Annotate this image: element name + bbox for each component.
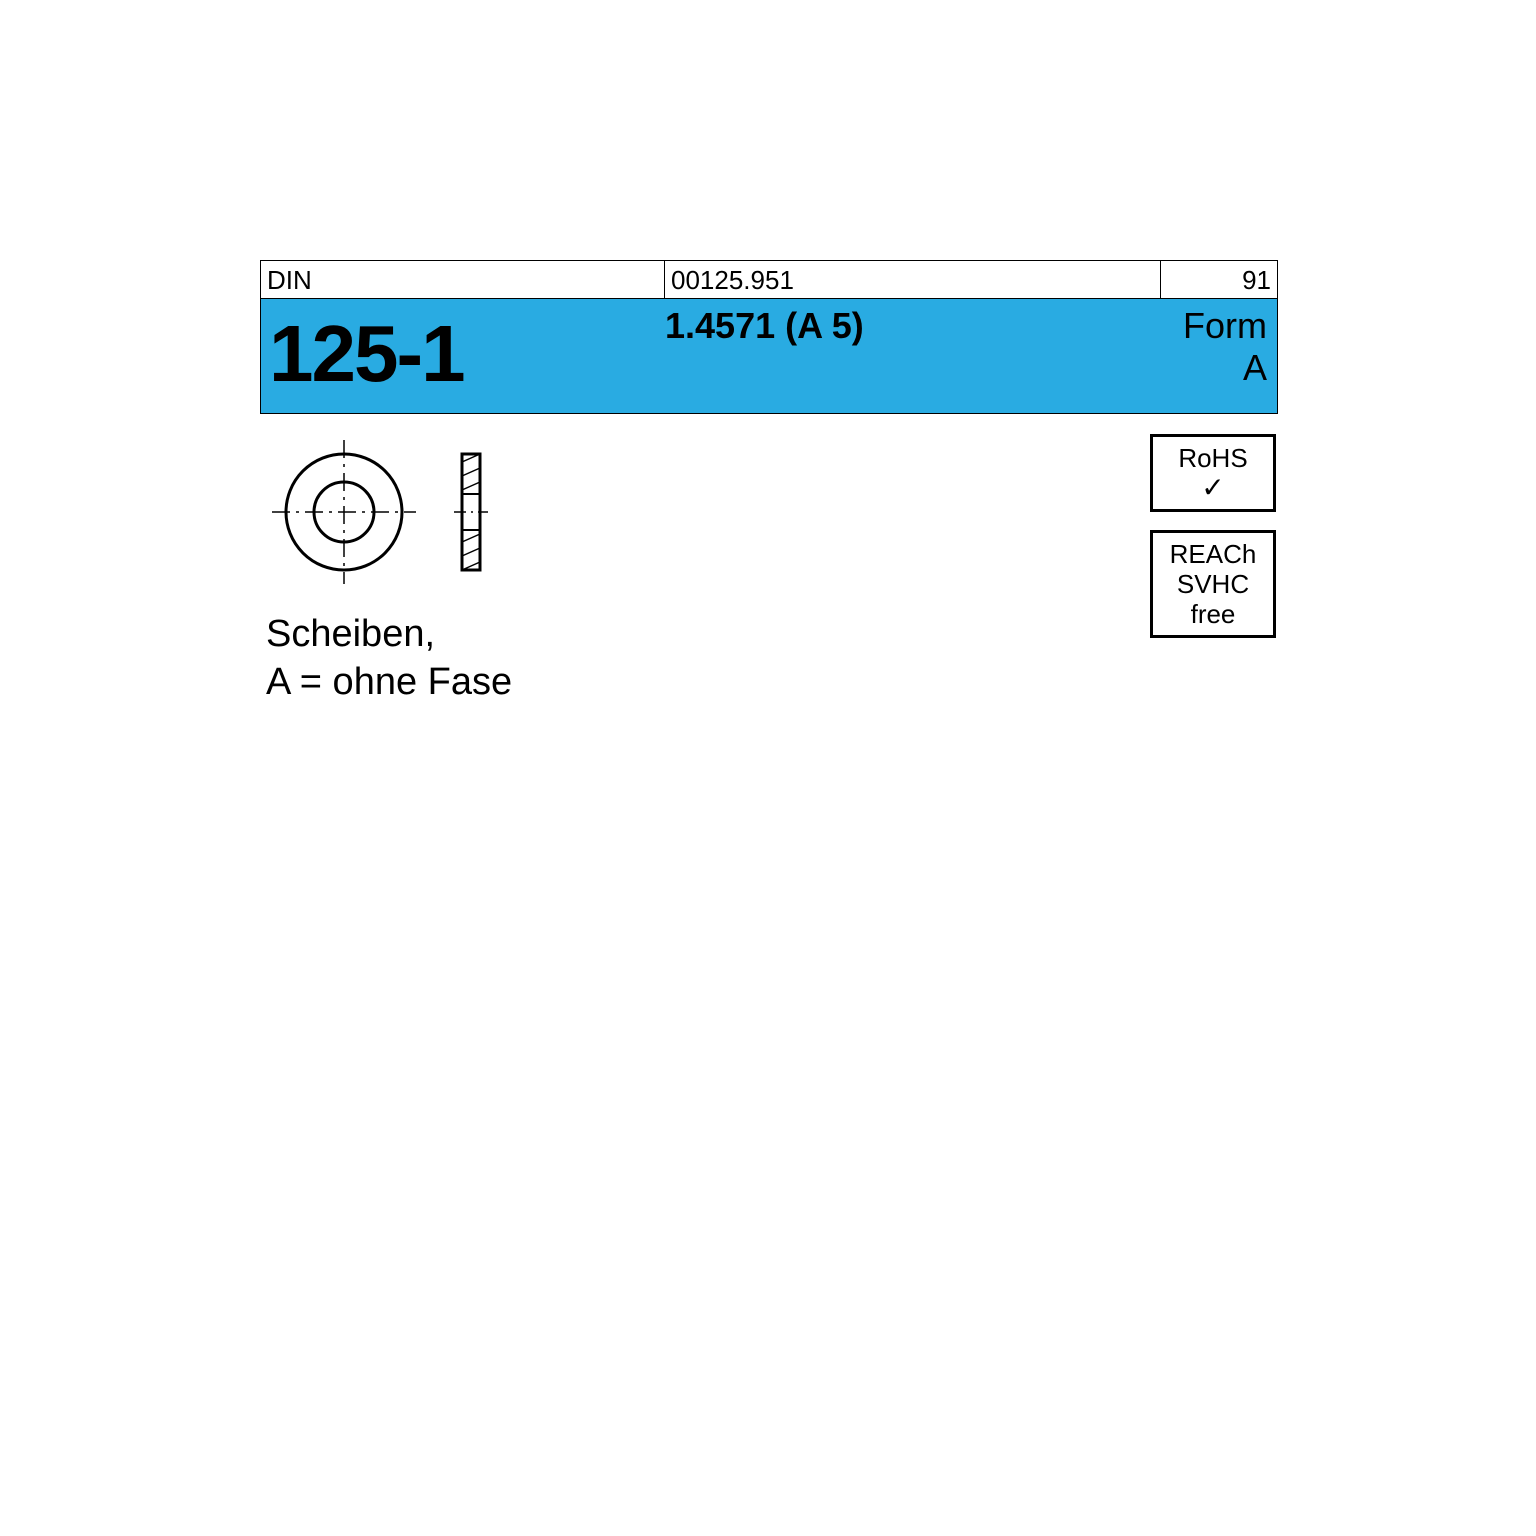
reach-line-2: SVHC (1153, 569, 1273, 599)
reach-badge: REACh SVHC free (1150, 530, 1276, 638)
header-row: DIN 00125.951 91 (260, 260, 1278, 298)
title-band: 125-1 1.4571 (A 5) Form A (260, 298, 1278, 414)
header-standard-label: DIN (261, 261, 665, 298)
material-spec: 1.4571 (A 5) (665, 299, 1161, 413)
rohs-label: RoHS (1153, 443, 1273, 473)
header-year: 91 (1161, 261, 1277, 298)
description-line-1: Scheiben, (266, 610, 512, 658)
washer-diagram (270, 438, 570, 588)
standard-number: 125-1 (261, 299, 665, 413)
reach-line-1: REACh (1153, 539, 1273, 569)
rohs-badge: RoHS ✓ (1150, 434, 1276, 512)
compliance-badges: RoHS ✓ REACh SVHC free (1150, 434, 1276, 638)
body-area: Scheiben, A = ohne Fase RoHS ✓ REACh SVH… (260, 414, 1278, 734)
description-text: Scheiben, A = ohne Fase (266, 610, 512, 706)
reach-line-3: free (1153, 599, 1273, 629)
header-code: 00125.951 (665, 261, 1161, 298)
check-icon: ✓ (1153, 473, 1273, 503)
form-spec: Form A (1161, 299, 1277, 413)
spec-sheet: DIN 00125.951 91 125-1 1.4571 (A 5) Form… (260, 260, 1278, 734)
description-line-2: A = ohne Fase (266, 658, 512, 706)
